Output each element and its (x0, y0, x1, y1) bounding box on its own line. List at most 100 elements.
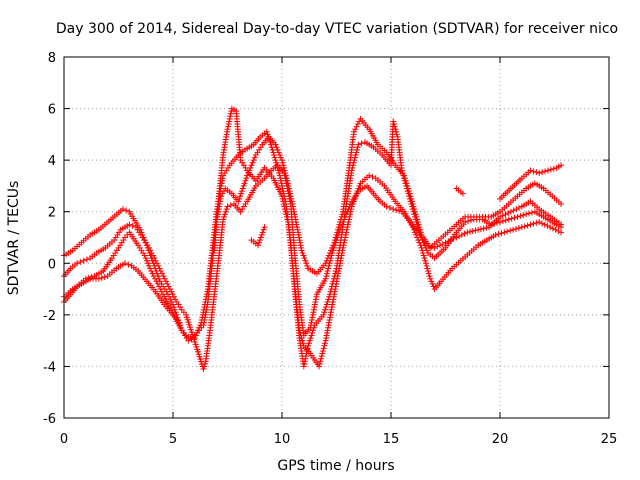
data-point-track-b (431, 244, 438, 251)
data-point-track-d (310, 327, 317, 334)
data-point-track-d (352, 154, 359, 161)
data-point-track-c (227, 113, 234, 120)
data-point-track-d (197, 322, 204, 329)
y-tick-label: -6 (43, 412, 56, 427)
data-point-track-c (409, 224, 416, 231)
data-point-track-d (508, 215, 515, 222)
data-point-track-d (281, 193, 288, 200)
data-point-track-e (547, 166, 554, 173)
data-point-track-c (422, 257, 429, 264)
data-point-track-a (235, 198, 242, 205)
data-point-track-b (151, 255, 158, 262)
data-point-track-c (555, 228, 562, 235)
data-point-track-d (420, 239, 427, 246)
data-point-track-c (524, 222, 531, 229)
data-point-track-d (393, 128, 400, 135)
data-point-track-b (220, 216, 227, 223)
data-point-track-b (323, 270, 330, 277)
data-point-track-a (248, 162, 255, 169)
data-point-track-b (224, 203, 231, 210)
data-point-track-d (350, 162, 357, 169)
data-point-track-d (414, 224, 421, 231)
data-point-track-c (510, 226, 517, 233)
data-point-track-c (421, 255, 428, 262)
data-point-track-d (391, 123, 398, 130)
data-point-track-d (273, 159, 280, 166)
data-point-track-b (164, 280, 171, 287)
data-point-track-d (413, 219, 420, 226)
data-point-track-e (542, 168, 549, 175)
data-point-track-b (77, 258, 84, 265)
data-point-track-c (504, 228, 511, 235)
plot-frame (63, 56, 610, 419)
data-point-track-d (150, 273, 157, 280)
data-point-track-c (350, 198, 357, 205)
data-point-track-b (163, 278, 170, 285)
data-point-track-c (538, 220, 545, 227)
data-point-track-d (273, 162, 280, 169)
data-point-track-d (188, 336, 195, 343)
data-point-track-c (512, 225, 519, 232)
data-point-track-b (323, 273, 330, 280)
data-point-track-b (153, 260, 160, 267)
data-point-track-d (142, 255, 149, 262)
data-point-track-b (472, 227, 479, 234)
data-point-track-b (126, 221, 133, 228)
data-point-track-c (224, 126, 231, 133)
data-point-track-a (558, 200, 565, 207)
data-point-track-d (499, 218, 506, 225)
data-point-track-d (88, 274, 95, 281)
data-point-track-d (278, 180, 285, 187)
data-point-track-d (390, 121, 397, 128)
data-point-track-d (310, 324, 317, 331)
data-point-track-c (552, 226, 559, 233)
data-point-track-d (350, 159, 357, 166)
data-point-track-b (331, 242, 338, 249)
x-tick-label: 20 (492, 432, 509, 447)
data-point-track-b (326, 260, 333, 267)
data-point-track-b (168, 288, 175, 295)
data-point-track-d (282, 198, 289, 205)
data-point-track-a (353, 123, 360, 130)
data-point-track-b (311, 304, 318, 311)
data-point-track-a (279, 157, 285, 164)
data-point-track-c (122, 260, 129, 267)
data-point-track-c (356, 182, 363, 189)
data-point-track-a (280, 164, 287, 171)
data-point-track-c (98, 274, 105, 281)
data-point-track-c (355, 185, 362, 192)
data-point-track-a (304, 262, 311, 269)
data-point-track-b (480, 225, 487, 232)
data-point-track-c (347, 208, 354, 215)
data-point-track-b (152, 257, 159, 264)
data-point-track-d (331, 273, 338, 280)
data-point-track-b (313, 293, 320, 300)
y-tick-label: 8 (48, 51, 56, 66)
data-point-track-b (309, 311, 316, 318)
x-tick-label: 10 (274, 432, 291, 447)
data-point-track-a (296, 237, 303, 244)
data-point-track-d (144, 260, 151, 267)
data-point-track-a (119, 206, 126, 213)
data-point-track-d (200, 309, 207, 316)
data-point-track-d (526, 210, 533, 217)
data-point-track-d (301, 360, 308, 367)
data-point-track-c (507, 227, 514, 234)
data-point-track-b (166, 286, 173, 293)
data-point-track-d (423, 247, 430, 254)
data-point-track-d (404, 188, 411, 195)
data-point-track-d (353, 146, 360, 153)
data-point-track-d (514, 213, 521, 220)
x-tick-label: 25 (601, 432, 618, 447)
data-point-track-d (276, 170, 283, 177)
data-point-track-a (237, 193, 244, 200)
data-point-track-b (170, 293, 177, 300)
data-point-track-a (303, 260, 310, 267)
data-point-track-c (427, 275, 434, 282)
data-point-track-b (80, 257, 87, 264)
data-point-track-d (269, 146, 276, 153)
data-point-track-b (227, 202, 234, 209)
data-point-track-b (330, 247, 337, 254)
data-point-track-b (311, 301, 318, 308)
data-point-track-a (250, 157, 257, 164)
